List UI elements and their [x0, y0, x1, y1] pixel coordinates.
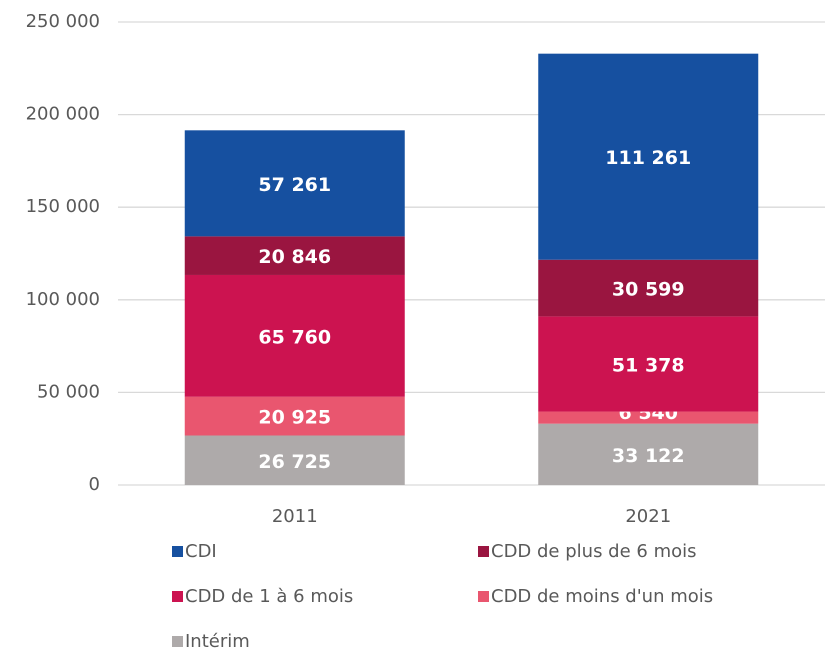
data-label: 33 122	[612, 445, 685, 467]
data-label: 20 925	[258, 407, 331, 429]
legend-swatch	[172, 546, 183, 557]
data-label: 20 846	[258, 246, 331, 268]
legend-swatch	[172, 636, 183, 647]
bar-segment	[538, 316, 759, 412]
y-tick-label: 50 000	[37, 381, 100, 402]
legend-label: CDD de plus de 6 mois	[491, 541, 697, 562]
x-tick-label: 2021	[625, 506, 671, 527]
y-tick-label: 150 000	[26, 196, 100, 217]
data-label: 65 760	[258, 326, 331, 348]
bar-segment	[538, 411, 759, 424]
y-tick-label: 200 000	[26, 104, 100, 125]
bar-segment	[184, 435, 405, 485]
bar-segment	[538, 423, 759, 485]
legend-label: CDD de moins d'un mois	[491, 586, 713, 607]
bar-segment	[184, 236, 405, 275]
data-label: 26 725	[258, 451, 331, 473]
legend-label: CDD de 1 à 6 mois	[185, 586, 353, 607]
legend-swatch	[172, 591, 183, 602]
y-tick-label: 0	[89, 474, 100, 495]
data-label: 51 378	[612, 354, 685, 376]
bar-segment	[184, 274, 405, 397]
bar-segment	[538, 259, 759, 317]
y-tick-label: 250 000	[26, 11, 100, 32]
data-label: 57 261	[258, 174, 331, 196]
x-tick-label: 2011	[272, 506, 318, 527]
data-label: 111 261	[605, 147, 691, 169]
legend-swatch	[478, 546, 489, 557]
y-tick-label: 100 000	[26, 289, 100, 310]
legend-label: Intérim	[185, 631, 250, 650]
legend-label: CDI	[185, 541, 217, 562]
data-label: 30 599	[612, 279, 685, 301]
bar-segment	[184, 130, 405, 237]
legend-swatch	[478, 591, 489, 602]
bar-segment	[184, 396, 405, 436]
bar-segment	[538, 53, 759, 260]
